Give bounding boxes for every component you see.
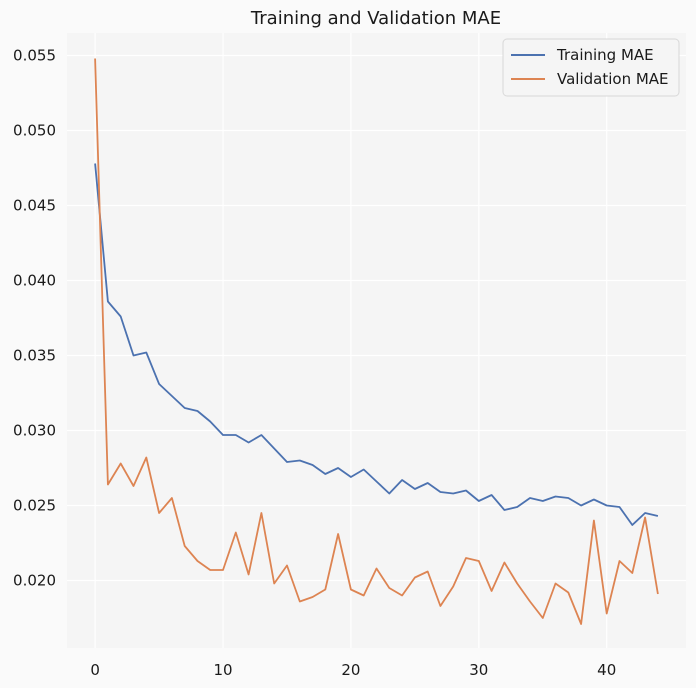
x-tick-label: 30 xyxy=(469,661,488,679)
x-tick-label: 0 xyxy=(90,661,100,679)
y-tick-label: 0.020 xyxy=(13,572,56,590)
x-tick-label: 20 xyxy=(341,661,360,679)
y-tick-label: 0.055 xyxy=(13,47,56,65)
series-lines xyxy=(94,58,659,625)
plot-area xyxy=(67,33,686,648)
y-tick-label: 0.050 xyxy=(13,122,56,140)
training-mae-line xyxy=(94,163,659,526)
y-tick-label: 0.030 xyxy=(13,422,56,440)
chart-title: Training and Validation MAE xyxy=(250,8,501,29)
legend-box xyxy=(502,38,680,97)
y-tick-label: 0.025 xyxy=(13,497,56,515)
legend-label-validation: Validation MAE xyxy=(557,70,669,88)
legend: Training MAE Validation MAE xyxy=(502,38,680,97)
y-tick-label: 0.045 xyxy=(13,197,56,215)
y-tick-label: 0.040 xyxy=(13,272,56,290)
x-tick-label: 10 xyxy=(213,661,232,679)
x-axis-ticks: 0 10 20 30 40 xyxy=(90,661,616,679)
x-tick-label: 40 xyxy=(597,661,616,679)
y-tick-label: 0.035 xyxy=(13,347,56,365)
y-axis-ticks: 0.020 0.025 0.030 0.035 0.040 0.045 0.050 0.055 xyxy=(13,47,56,590)
legend-label-training: Training MAE xyxy=(556,46,654,64)
validation-mae-line xyxy=(94,58,659,625)
